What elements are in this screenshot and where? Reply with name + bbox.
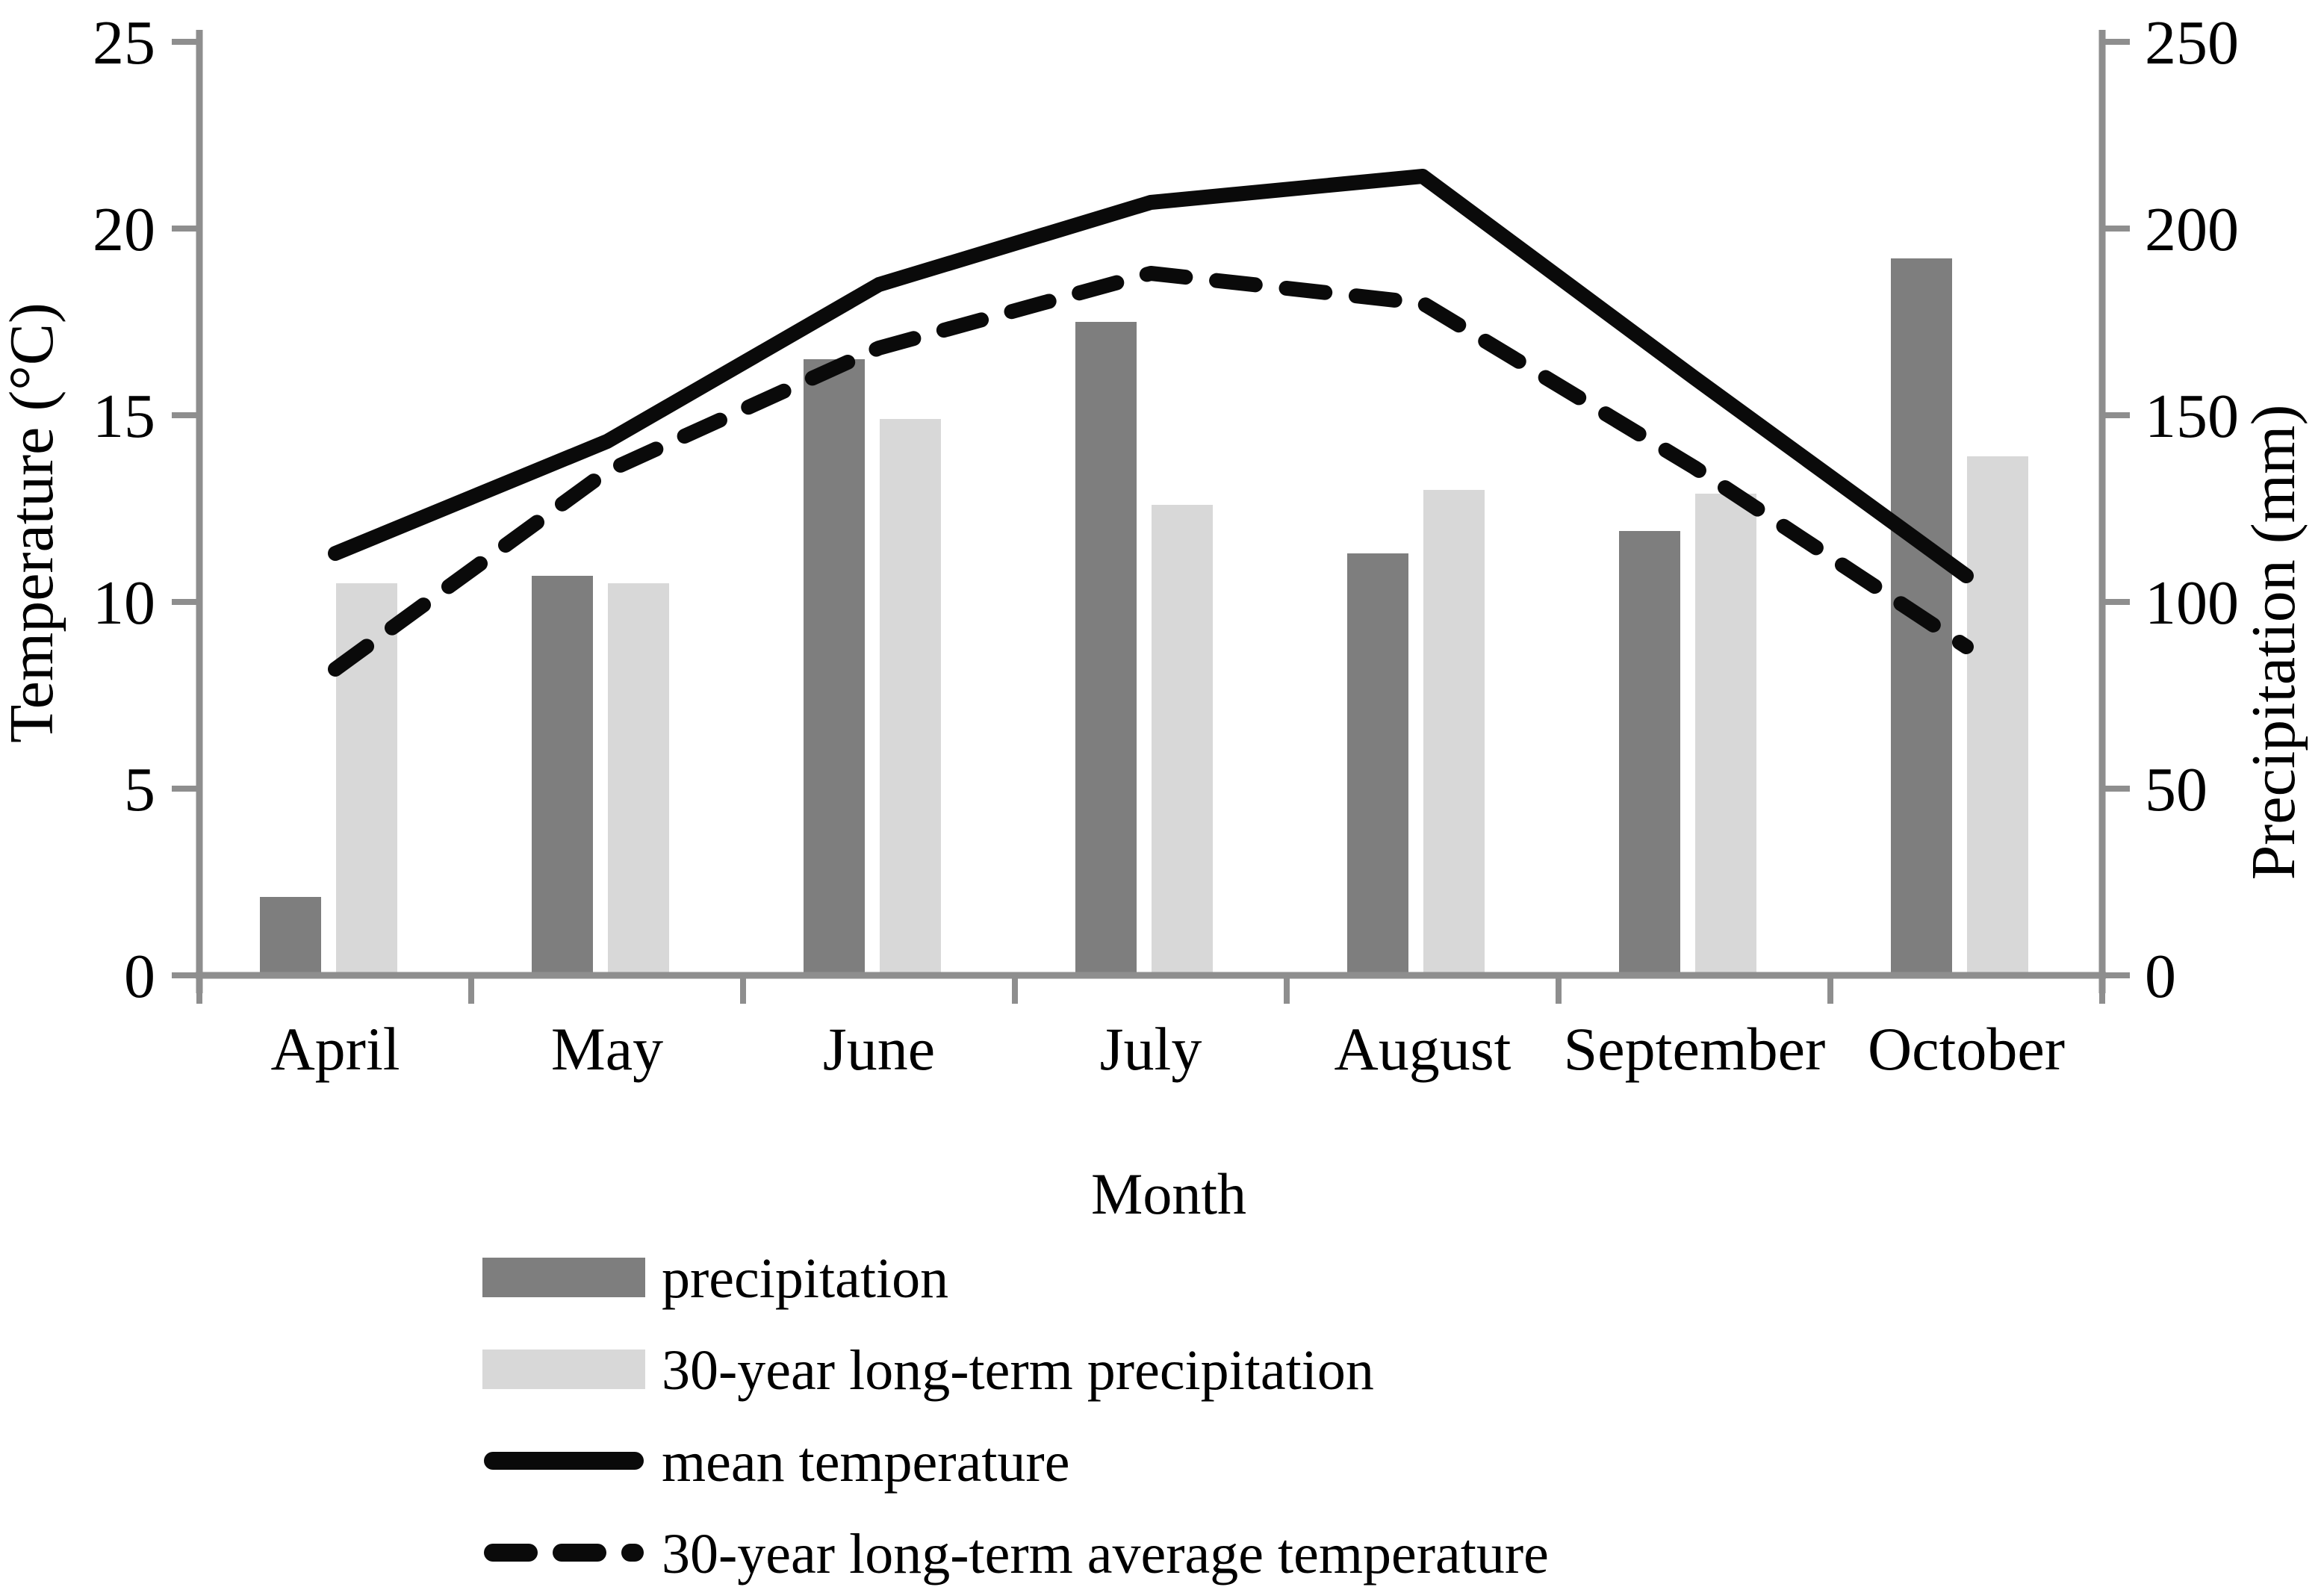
- bar-longterm-precipitation-may: [608, 583, 669, 974]
- left-axis-tick-label-5: 5: [124, 755, 155, 824]
- x-axis-title: Month: [1091, 1161, 1246, 1226]
- left-axis-tick-label-25: 25: [93, 8, 155, 78]
- mean-temperature-line: [328, 169, 1974, 583]
- legend-label-mean-temperature: mean temperature: [662, 1431, 1069, 1494]
- x-axis-label-october: October: [1868, 1015, 2065, 1083]
- legend-label-longterm-precipitation: 30-year long-term precipitation: [662, 1339, 1374, 1402]
- left-axis-tick-label-20: 20: [93, 195, 155, 264]
- x-axis-label-july: July: [1100, 1015, 1202, 1083]
- left-axis-tick-label-15: 15: [93, 382, 155, 451]
- x-axis-label-june: June: [823, 1015, 935, 1083]
- x-axis-label-april: April: [270, 1015, 400, 1083]
- bar-precipitation-may: [532, 576, 593, 974]
- lines-layer: [328, 169, 1974, 677]
- bar-longterm-precipitation-august: [1423, 490, 1485, 974]
- legend-label-precipitation: precipitation: [662, 1247, 948, 1310]
- bar-precipitation-july: [1075, 322, 1137, 974]
- bar-precipitation-august: [1347, 553, 1408, 974]
- right-axis-tick-label-250: 250: [2145, 8, 2239, 78]
- x-axis-label-august: August: [1335, 1015, 1511, 1083]
- left-axis-tick-label-0: 0: [124, 942, 155, 1011]
- bar-longterm-precipitation-october: [1967, 456, 2028, 974]
- bars-layer: [260, 258, 2028, 974]
- x-axis-label-may: May: [551, 1015, 663, 1083]
- left-axis-tick-label-10: 10: [93, 568, 155, 638]
- right-axis-tick-label-200: 200: [2145, 195, 2239, 264]
- bar-precipitation-september: [1619, 531, 1680, 974]
- legend-swatch-longterm-precipitation: [482, 1350, 645, 1389]
- bar-precipitation-june: [804, 359, 865, 974]
- legend: precipitation 30-year long-term precipit…: [482, 1247, 1549, 1586]
- bar-longterm-precipitation-june: [880, 419, 941, 974]
- bar-precipitation-april: [260, 897, 321, 974]
- right-axis-tick-label-150: 150: [2145, 382, 2239, 451]
- left-axis-title: Temperature (°C): [0, 302, 66, 743]
- right-axis-tick-label-100: 100: [2145, 568, 2239, 638]
- longterm-average-temperature-line: [328, 266, 1974, 677]
- legend-label-longterm-average-temperature: 30-year long-term average temperature: [662, 1523, 1549, 1586]
- x-axis-label-september: September: [1564, 1015, 1826, 1083]
- right-axis-title: Precipitation (mm): [2239, 405, 2308, 881]
- bar-longterm-precipitation-july: [1152, 505, 1213, 974]
- bar-longterm-precipitation-september: [1695, 494, 1756, 974]
- right-axis-tick-label-0: 0: [2145, 942, 2176, 1011]
- right-axis-tick-label-50: 50: [2145, 755, 2208, 824]
- legend-swatch-precipitation: [482, 1258, 645, 1297]
